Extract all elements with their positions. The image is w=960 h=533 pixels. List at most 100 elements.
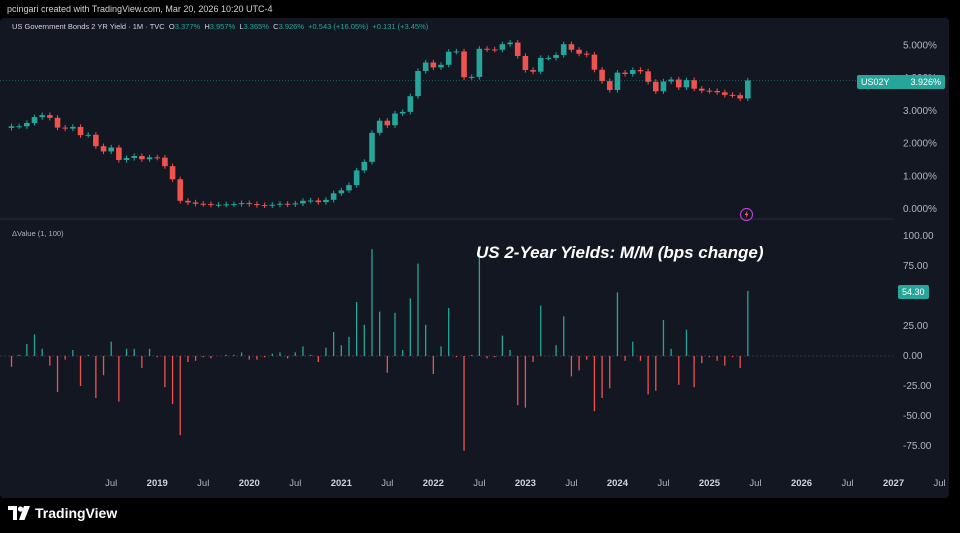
candle <box>261 205 268 207</box>
tradingview-logo-icon <box>8 506 30 520</box>
candle <box>361 161 368 171</box>
candle <box>614 72 621 90</box>
candle <box>70 126 76 129</box>
candle <box>530 70 536 72</box>
candle <box>660 81 667 92</box>
candle <box>177 179 184 201</box>
chart-canvas[interactable]: 5.000%4.000%3.000%2.000%1.000%0.000%100.… <box>0 18 949 498</box>
candle <box>706 90 713 92</box>
candle <box>208 204 214 206</box>
candle <box>583 53 590 55</box>
candle <box>545 57 552 59</box>
time-axis-tick: Jul <box>933 478 945 489</box>
time-axis-tick: 2027 <box>883 478 904 489</box>
candle <box>315 200 322 203</box>
candle <box>507 42 513 45</box>
indicator-legend[interactable]: ΔValue (1, 100) <box>12 229 64 238</box>
time-axis-tick: 2020 <box>239 478 260 489</box>
candle <box>215 204 222 206</box>
time-axis-tick: Jul <box>657 478 669 489</box>
high-value: 3.957% <box>209 22 236 31</box>
candle <box>722 92 728 95</box>
candle <box>139 156 145 160</box>
candle <box>123 157 130 160</box>
high-label: H <box>204 22 210 31</box>
candle <box>85 134 91 136</box>
candle <box>568 44 575 50</box>
candle <box>284 203 291 205</box>
low-value: 3.365% <box>243 22 269 31</box>
candle <box>637 70 644 72</box>
indicator-axis-tick: 75.00 <box>903 261 928 272</box>
candle <box>714 90 720 93</box>
close-label: C <box>273 22 279 31</box>
time-axis-tick: Jul <box>289 478 301 489</box>
candle <box>269 204 276 206</box>
candle <box>231 204 237 206</box>
candle <box>39 115 45 118</box>
candle <box>691 80 697 89</box>
chart-credit: pcingari created with TradingView.com, M… <box>7 4 273 14</box>
candle <box>668 79 674 82</box>
candlestick-series <box>0 39 893 209</box>
ohlc-legend[interactable]: US Government Bonds 2 YR Yield · 1M · TV… <box>12 22 428 31</box>
candle <box>438 64 444 68</box>
candle <box>591 54 598 70</box>
indicator-axis-tick: -75.00 <box>903 441 932 452</box>
candle <box>338 190 345 194</box>
candle <box>185 200 191 203</box>
candle <box>745 80 751 99</box>
candle <box>100 146 107 152</box>
footer: TradingView <box>0 498 960 533</box>
candle <box>223 204 230 206</box>
chart-frame[interactable] <box>0 18 949 498</box>
candle <box>162 157 168 167</box>
candle <box>300 200 306 204</box>
candle <box>330 193 337 200</box>
candle <box>461 51 467 78</box>
candle <box>31 117 38 123</box>
delta-bar-series <box>10 249 749 451</box>
candle <box>200 203 207 205</box>
candle <box>108 147 115 152</box>
candle <box>645 71 651 82</box>
candle <box>499 44 506 50</box>
candle <box>323 199 329 203</box>
indicator-axis-tick: -50.00 <box>903 411 932 422</box>
candle <box>238 203 245 205</box>
indicator-axis-tick: 25.00 <box>903 321 928 332</box>
symbol-title[interactable]: US Government Bonds 2 YR Yield · 1M · TV… <box>12 22 165 31</box>
candle <box>407 96 414 112</box>
price-tag-value: 3.926% <box>910 77 941 87</box>
candle <box>246 203 253 205</box>
candle <box>514 42 521 56</box>
close-value: 3.926% <box>278 22 304 31</box>
time-axis-tick: Jul <box>381 478 393 489</box>
candle <box>576 49 582 54</box>
candle <box>77 126 84 136</box>
candle <box>254 204 260 206</box>
candle <box>629 70 636 74</box>
candle <box>369 132 375 162</box>
candle <box>606 81 613 90</box>
candle <box>522 55 529 71</box>
candle <box>384 120 391 126</box>
price-axis-tick: 3.000% <box>903 106 937 117</box>
price-axis-tick: 0.000% <box>903 204 937 215</box>
candle <box>146 157 153 160</box>
candle <box>16 126 22 128</box>
footer-brand: TradingView <box>35 505 118 521</box>
tradingview-logo[interactable]: TradingView <box>8 505 117 521</box>
candle <box>93 134 99 147</box>
candle <box>116 147 122 160</box>
candle <box>154 157 161 159</box>
candle <box>430 62 437 68</box>
candle <box>537 57 544 72</box>
candle <box>453 51 460 53</box>
candle <box>560 44 567 55</box>
time-axis-tick: 2026 <box>791 478 812 489</box>
candle <box>415 71 421 97</box>
alert-icon[interactable] <box>739 207 754 222</box>
candle <box>675 79 682 88</box>
last-delta-tag: 54.30 <box>898 285 929 299</box>
